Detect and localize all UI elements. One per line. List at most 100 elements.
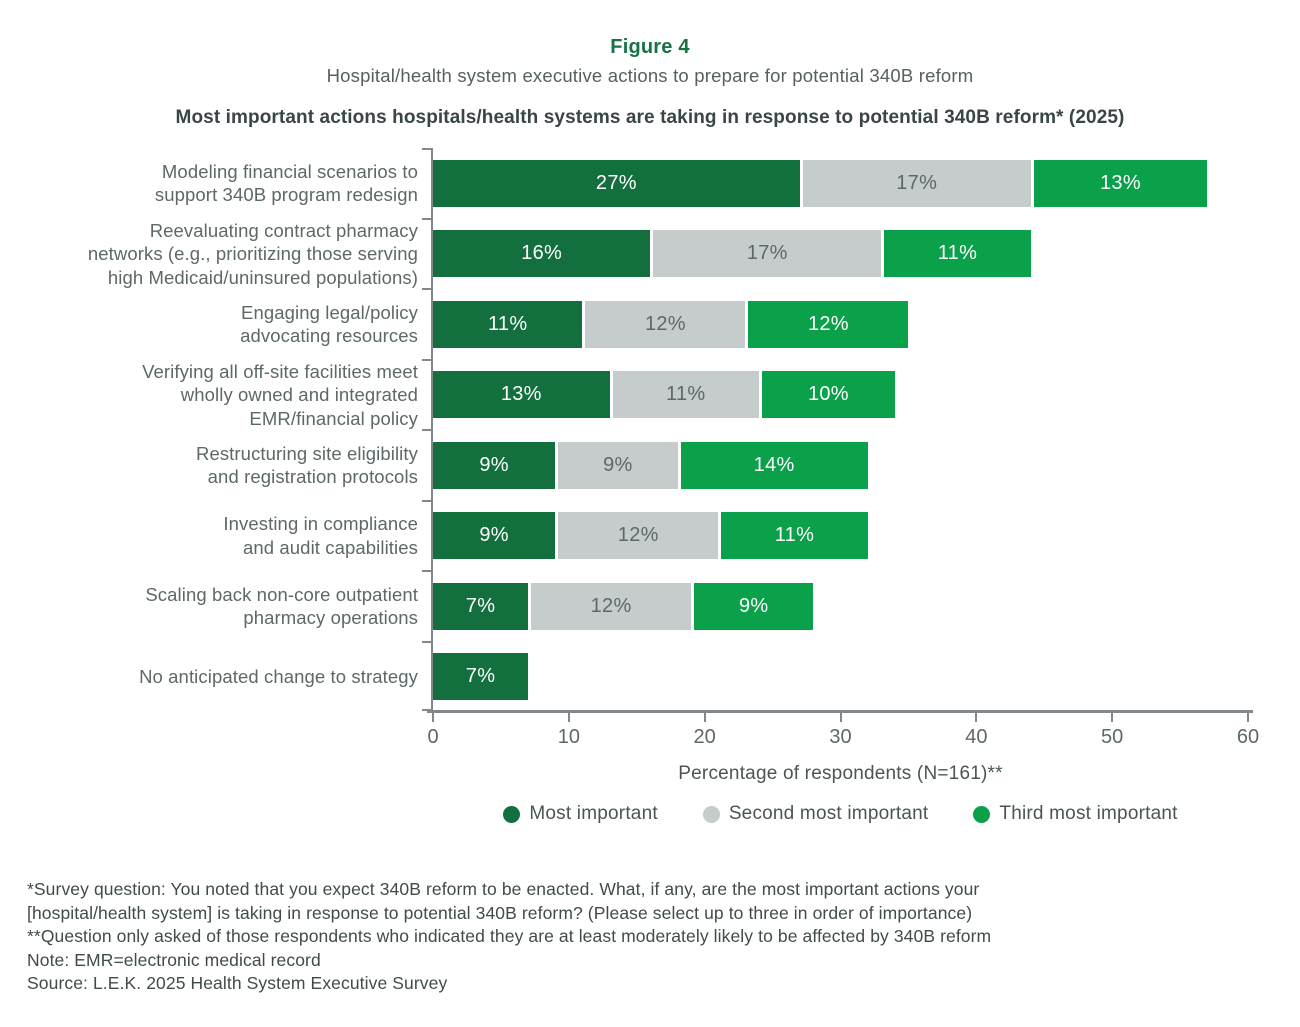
y-axis-line	[431, 148, 433, 712]
x-tick-label: 40	[965, 726, 988, 748]
bar-value-label: 11%	[487, 312, 528, 335]
bar-segment: 27%	[433, 159, 800, 207]
bar-row: 9% 9% 14%	[433, 441, 1248, 489]
bar-value-label: 9%	[738, 594, 769, 617]
bar-value-label: 17%	[746, 242, 788, 265]
bar-value-label: 17%	[896, 171, 938, 194]
bar-row: 16% 17% 11%	[433, 230, 1248, 278]
category-label: No anticipated change to strategy	[139, 666, 418, 687]
x-axis-tick	[1111, 713, 1114, 722]
x-tick-label: 0	[427, 726, 439, 748]
x-axis-tick	[1247, 713, 1249, 722]
legend-item: Most important	[503, 803, 658, 825]
figure-subtitle: Hospital/health system executive actions…	[326, 65, 974, 86]
legend: Most important Second most important Third…	[433, 803, 1248, 825]
bar-row: 27% 17% 13%	[433, 159, 1248, 207]
bar-segment: 9%	[691, 582, 814, 630]
x-tick-label: 30	[829, 726, 852, 748]
legend-item: Second most important	[702, 803, 929, 825]
figure-number: Figure 4	[610, 36, 690, 58]
bar-segment: 9%	[433, 512, 556, 560]
bar-segment: 13%	[1030, 159, 1208, 207]
y-axis-tick	[422, 570, 431, 572]
footnote-line: Note: EMR=electronic medical record	[27, 949, 321, 970]
y-axis-tick	[422, 429, 431, 431]
bar-value-label: 12%	[644, 312, 686, 335]
x-tick-label: 20	[693, 726, 716, 748]
x-axis-tick	[839, 713, 842, 722]
category-label: Reevaluating contract pharmacy networks …	[87, 219, 418, 288]
bar-value-label: 10%	[807, 383, 849, 406]
legend-item: Third most important	[973, 803, 1177, 825]
bar-segment: 11%	[881, 230, 1031, 278]
bar-value-label: 27%	[595, 171, 637, 194]
bar-segment: 9%	[433, 441, 556, 489]
bar-row: 11% 12% 12%	[433, 300, 1248, 348]
bar-value-label: 13%	[500, 383, 542, 406]
bar-value-label: 9%	[479, 453, 509, 476]
bar-segment: 16%	[433, 230, 651, 278]
bar-segment: 12%	[582, 300, 746, 348]
y-axis-tick	[422, 288, 431, 290]
bar-segment: 9%	[555, 441, 678, 489]
bar-segment: 11%	[433, 300, 583, 348]
bar-value-label: 12%	[590, 594, 632, 617]
bar-segment: 7%	[433, 653, 529, 701]
bar-value-label: 14%	[753, 453, 795, 476]
legend-dot-icon	[503, 805, 521, 823]
bar-value-label: 11%	[666, 383, 706, 406]
y-axis-tick	[422, 640, 431, 643]
category-label: Scaling back non-core outpatient pharmac…	[145, 583, 418, 629]
footnote-line: *Survey question: You noted that you exp…	[27, 879, 980, 899]
bar-value-label: 12%	[807, 312, 849, 335]
x-axis-title: Percentage of respondents (N=161)**	[678, 763, 1003, 784]
bar-value-label: 16%	[521, 242, 563, 265]
bar-value-label: 7%	[465, 594, 496, 617]
bar-row: 13% 11% 10%	[433, 371, 1248, 419]
bar-row: 9% 12% 11%	[433, 512, 1248, 560]
bar-segment: 7%	[433, 582, 529, 630]
legend-dot-icon	[702, 805, 720, 823]
bar-value-label: 13%	[1099, 171, 1141, 194]
bar-segment: 12%	[745, 300, 909, 348]
category-label: Verifying all off-site facilities meet w…	[142, 360, 418, 429]
x-tick-label: 50	[1101, 726, 1124, 748]
x-axis-tick	[567, 713, 570, 722]
bar-segment: 14%	[677, 441, 868, 489]
legend-label: Third most important	[999, 803, 1178, 824]
legend-label: Second most important	[728, 803, 929, 824]
chart-title: Most important actions hospitals/health …	[175, 107, 1125, 128]
y-axis-tick	[422, 217, 431, 220]
footnotes: *Survey question: You noted that you exp…	[27, 878, 1282, 996]
footnote-line: Source: L.E.K. 2025 Health System Execut…	[27, 973, 448, 993]
bar-segment: 17%	[650, 230, 882, 278]
x-axis-tick	[432, 713, 434, 722]
y-axis-tick	[422, 499, 431, 502]
bar-segment: 10%	[759, 371, 895, 419]
bar-value-label: 11%	[774, 524, 815, 547]
category-label: Modeling financial scenarios to support …	[154, 160, 418, 206]
x-axis-tick	[703, 713, 706, 722]
bar-value-label: 12%	[617, 524, 659, 547]
x-tick-label: 60	[1236, 726, 1260, 748]
category-label: Engaging legal/policy advocating resourc…	[240, 301, 418, 347]
x-axis-tick	[975, 713, 978, 722]
bar-segment: 13%	[433, 371, 610, 419]
bar-segment: 11%	[718, 512, 868, 560]
category-label: Restructuring site eligibility and regis…	[195, 442, 418, 488]
bar-segment: 17%	[799, 159, 1031, 207]
bar-segment: 12%	[528, 582, 692, 630]
y-axis-tick	[422, 148, 431, 150]
footnote-line: **Question only asked of those responden…	[27, 926, 992, 946]
x-axis-line	[427, 710, 1253, 713]
bar-value-label: 9%	[603, 453, 633, 476]
legend-dot-icon	[973, 805, 991, 823]
bar-row: 7%	[433, 653, 1248, 701]
bar-row: 7% 12% 9%	[433, 582, 1248, 630]
y-axis-tick	[422, 709, 431, 711]
footnote-line: [hospital/health system] is taking in re…	[27, 902, 973, 923]
category-label: Investing in compliance and audit capabi…	[223, 513, 418, 558]
category-axis-labels: Modeling financial scenarios to support …	[8, 148, 418, 712]
bar-value-label: 11%	[937, 242, 978, 265]
